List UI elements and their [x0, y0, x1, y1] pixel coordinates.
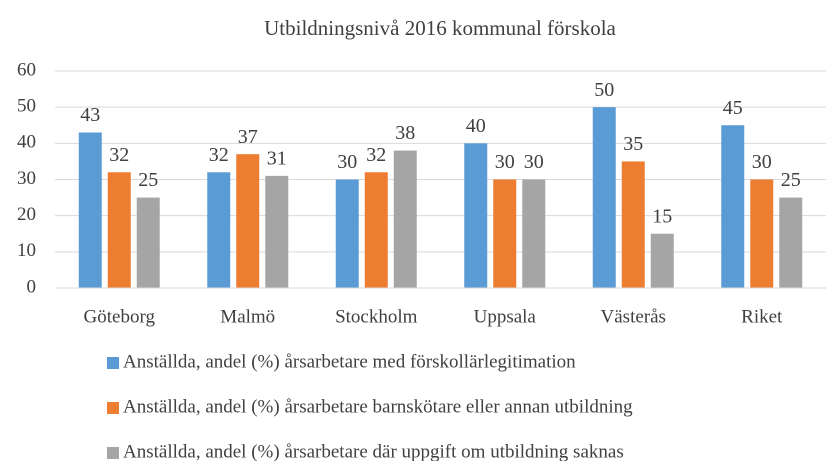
- data-label: 50: [594, 79, 614, 101]
- bar: [464, 143, 488, 288]
- data-label: 30: [337, 151, 357, 173]
- data-label: 37: [238, 126, 258, 148]
- data-label: 45: [723, 97, 743, 119]
- bar: [265, 175, 289, 288]
- x-tick-label: Göteborg: [84, 306, 156, 327]
- x-tick-label: Riket: [741, 306, 783, 327]
- bar: [750, 179, 774, 288]
- bar: [493, 179, 517, 288]
- data-label: 15: [652, 205, 672, 227]
- x-tick-label: Stockholm: [335, 306, 418, 327]
- data-label: 40: [466, 115, 486, 137]
- bar: [207, 172, 231, 288]
- legend-label: Anställda, andel (%) årsarbetare med för…: [123, 351, 576, 372]
- legend-swatch: [107, 447, 119, 459]
- bar: [522, 179, 546, 288]
- y-tick-label: 60: [17, 59, 36, 80]
- data-label: 35: [623, 133, 643, 155]
- bar: [650, 233, 674, 288]
- bar: [364, 172, 388, 288]
- bar: [393, 150, 417, 288]
- data-label: 32: [366, 144, 386, 166]
- data-label: 30: [752, 151, 772, 173]
- data-label: 32: [109, 144, 129, 166]
- chart-title: Utbildningsnivå 2016 kommunal förskola: [264, 16, 616, 40]
- legend-swatch: [107, 402, 119, 414]
- data-label: 25: [781, 169, 801, 191]
- bar: [107, 172, 131, 288]
- bar: [592, 107, 616, 289]
- y-tick-label: 30: [17, 168, 36, 189]
- y-tick-label: 0: [27, 276, 37, 297]
- legend-label: Anställda, andel (%) årsarbetare där upp…: [123, 441, 624, 461]
- y-tick-label: 40: [17, 132, 36, 153]
- data-label: 32: [209, 144, 229, 166]
- bar: [621, 161, 645, 288]
- bar: [335, 179, 359, 288]
- bar: [779, 197, 803, 288]
- legend-label: Anställda, andel (%) årsarbetare barnskö…: [123, 396, 633, 417]
- data-label: 30: [524, 151, 544, 173]
- bar: [721, 125, 745, 288]
- x-tick-label: Uppsala: [474, 306, 537, 327]
- legend-swatch: [107, 357, 119, 369]
- y-tick-label: 10: [17, 240, 36, 261]
- x-tick-label: Västerås: [601, 306, 666, 327]
- data-label: 30: [495, 151, 515, 173]
- bar: [236, 154, 260, 288]
- data-label: 43: [80, 104, 100, 126]
- data-label: 31: [267, 147, 287, 169]
- data-label: 25: [138, 169, 158, 191]
- x-tick-label: Malmö: [220, 306, 275, 327]
- data-label: 38: [395, 122, 415, 144]
- y-tick-label: 50: [17, 96, 36, 117]
- bar: [136, 197, 160, 288]
- y-tick-label: 20: [17, 204, 36, 225]
- bar: [78, 132, 102, 288]
